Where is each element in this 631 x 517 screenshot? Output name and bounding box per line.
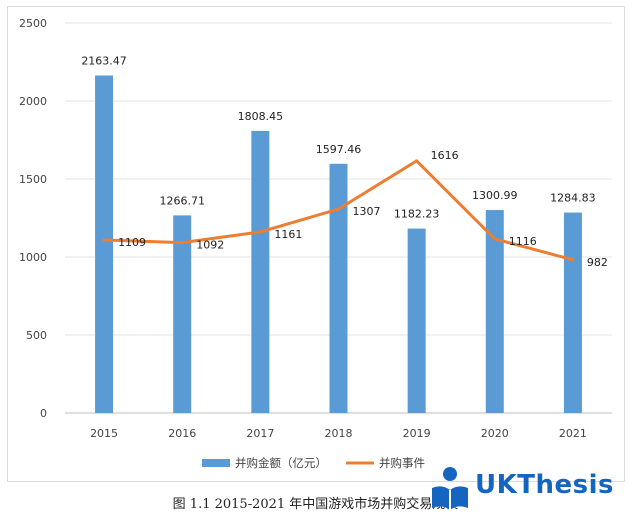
line-data-label: 1116 — [509, 235, 537, 248]
line-data-label: 1616 — [431, 149, 459, 162]
line-point — [493, 237, 497, 241]
y-tick-label: 500 — [26, 329, 47, 342]
bar — [173, 215, 192, 413]
line-point — [258, 230, 262, 234]
chart-svg: 0 500 1000 1500 2000 2500 2163.47 1266.71 1808.… — [19, 17, 612, 470]
y-tick-label: 1000 — [19, 251, 47, 264]
x-tick-label: 2020 — [481, 427, 509, 440]
bar — [251, 130, 270, 413]
legend: 并购金额（亿元） 并购事件 — [202, 456, 425, 470]
bar — [329, 163, 348, 413]
line-data-label: 982 — [587, 256, 608, 269]
bar-data-label: 1300.99 — [472, 189, 518, 202]
figure-caption: 图 1.1 2015-2021 年中国游戏市场并购交易规模 — [172, 497, 459, 512]
bar-data-label: 1182.23 — [394, 208, 440, 221]
line-data-labels: 1109 1092 1161 1307 1616 1116 982 — [118, 149, 608, 269]
line-point — [102, 238, 106, 242]
bar-series — [95, 75, 582, 413]
y-tick-label: 2000 — [19, 95, 47, 108]
y-tick-label: 2500 — [19, 17, 47, 30]
line-data-label: 1307 — [353, 205, 381, 218]
bar-data-label: 1266.71 — [159, 194, 205, 207]
bar-data-label: 1284.83 — [550, 192, 596, 205]
line-point — [415, 159, 419, 163]
line-data-label: 1109 — [118, 236, 146, 249]
bar-data-label: 2163.47 — [81, 54, 127, 67]
bar-data-label: 1597.46 — [316, 143, 362, 156]
x-tick-label: 2018 — [325, 427, 353, 440]
legend-label-bar: 并购金额（亿元） — [235, 456, 327, 470]
line-data-label: 1161 — [274, 228, 302, 241]
y-tick-label: 1500 — [19, 173, 47, 186]
reader-book-icon — [432, 467, 468, 510]
line-series — [102, 159, 575, 262]
x-tick-label: 2015 — [90, 427, 118, 440]
bar — [95, 75, 114, 413]
chart-frame: 0 500 1000 1500 2000 2500 2163.47 1266.71 1808.… — [7, 6, 625, 482]
bar — [407, 228, 426, 413]
bar-data-labels: 2163.47 1266.71 1808.45 1597.46 1182.23 1300.… — [81, 54, 595, 220]
bar-data-label: 1808.45 — [238, 110, 284, 123]
x-tick-label: 2017 — [246, 427, 274, 440]
x-tick-label: 2021 — [559, 427, 587, 440]
brand-logo-text: UKThesis — [475, 470, 615, 500]
line-data-label: 1092 — [196, 239, 224, 252]
x-tick-label: 2019 — [403, 427, 431, 440]
legend-swatch-bar — [202, 459, 230, 467]
line-point — [571, 258, 575, 262]
line-point — [180, 241, 184, 245]
y-tick-label: 0 — [40, 407, 47, 420]
y-axis-ticks: 0 500 1000 1500 2000 2500 — [19, 17, 47, 420]
line-point — [337, 207, 340, 211]
bar — [563, 212, 582, 413]
bar — [485, 210, 504, 413]
x-axis-ticks: 2015 2016 2017 2018 2019 2020 2021 — [90, 427, 587, 440]
x-tick-label: 2016 — [168, 427, 196, 440]
legend-label-line: 并购事件 — [379, 456, 425, 470]
